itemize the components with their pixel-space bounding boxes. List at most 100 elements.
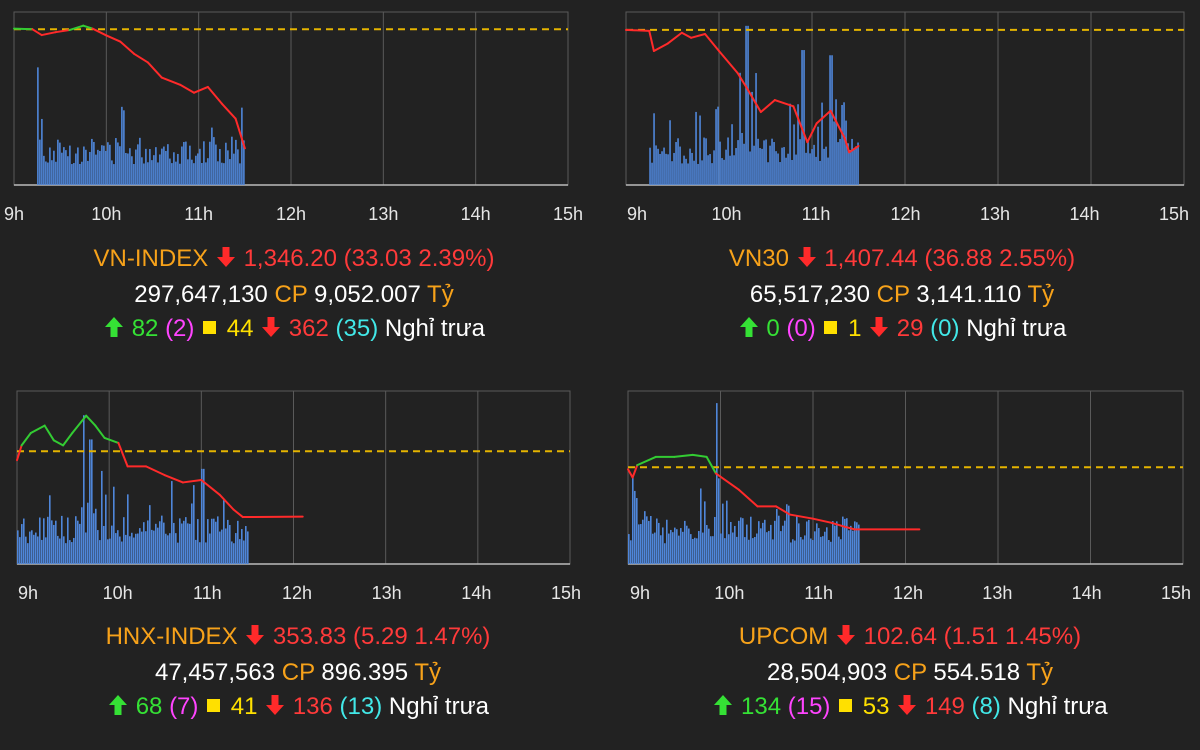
index-line-segment <box>68 24 85 32</box>
volume-bar <box>213 518 215 564</box>
x-tick-label: 15h <box>550 583 582 603</box>
advancers-count: 82 <box>131 315 159 342</box>
volume-bar <box>181 523 183 564</box>
index-line-segment <box>234 117 246 150</box>
index-change: (36.88 2.55%) <box>924 245 1076 272</box>
floor-count: (13) <box>339 693 383 720</box>
volume-bar <box>219 149 221 185</box>
volume-bar <box>69 145 71 185</box>
volume-bar <box>679 146 681 185</box>
volume-bar <box>773 142 775 185</box>
volume-bar <box>247 531 249 564</box>
volume-bar <box>187 523 189 564</box>
volume-bar <box>653 113 655 185</box>
floor-count: (0) <box>930 315 960 342</box>
volume-bar <box>53 524 55 564</box>
volume-bar <box>219 531 221 564</box>
volume-bar <box>169 533 171 564</box>
volume-bar <box>57 139 59 185</box>
volume-bar <box>848 530 850 564</box>
volume-bar <box>852 530 854 564</box>
index-line-segment <box>91 27 108 37</box>
arrow-down-icon <box>835 622 857 656</box>
volume-bar <box>155 523 157 564</box>
volume-bar <box>159 521 161 564</box>
index-line-segment <box>666 31 683 45</box>
volume-bar <box>99 540 101 564</box>
volume-bar <box>765 139 767 185</box>
volume-bar <box>35 532 37 564</box>
volume-bar <box>95 508 97 564</box>
volume-bar <box>753 145 755 185</box>
volume-bar <box>103 525 105 564</box>
index-line-segment <box>775 505 791 516</box>
volume-bar <box>778 515 780 564</box>
volume-bar <box>191 159 193 185</box>
summary-upcom: UPCOM 102.64 (1.51 1.45%) 28,504,903 CP … <box>600 620 1200 726</box>
volume-bar <box>175 161 177 185</box>
panel-hnx-index: 9h 10h 11h 12h 13h 14h 15h HNX-INDEX 353.83 (5… <box>0 375 600 750</box>
volume-bar <box>165 533 167 564</box>
volume-bar <box>664 543 666 564</box>
index-line-segment <box>736 72 748 90</box>
volume-bar <box>169 158 171 185</box>
volume-bar <box>97 149 99 185</box>
volume-bar <box>87 160 89 185</box>
cp-label: CP <box>893 659 927 686</box>
volume-bar <box>787 153 789 185</box>
volume-bar <box>769 145 771 185</box>
volume-bar <box>203 468 205 564</box>
volume-bar <box>117 530 119 564</box>
volume-bar <box>113 164 115 185</box>
index-line-segment <box>31 28 43 37</box>
volume-bar <box>183 141 185 185</box>
volume-bar <box>724 538 726 564</box>
volume-bar <box>684 520 686 564</box>
volume-bar <box>749 151 751 185</box>
index-line-segment <box>773 99 795 108</box>
x-tick-label: 13h <box>368 204 399 224</box>
volume-bar <box>811 149 813 185</box>
volume-bar <box>171 163 173 185</box>
volume-bar <box>771 138 773 185</box>
index-line-segment <box>788 513 814 520</box>
volume-bar <box>89 151 91 185</box>
volume-bar <box>785 157 787 185</box>
volume-bar <box>133 537 135 564</box>
volume-bar <box>666 519 668 564</box>
volume-bar <box>233 543 235 564</box>
volume-bar <box>842 516 844 564</box>
volume-bar <box>816 523 818 564</box>
volume-bar <box>91 138 93 185</box>
index-change: (33.03 2.39%) <box>343 245 495 272</box>
volume-bar <box>75 516 77 564</box>
volume-bar <box>792 539 794 564</box>
volume-bar <box>692 538 694 564</box>
x-axis-vn30: 9h 10h 11h 12h 13h 14h 15h <box>600 204 1200 228</box>
index-line-segment <box>673 453 694 458</box>
volume-bar <box>846 518 848 564</box>
volume-bar <box>109 538 111 564</box>
volume-bar <box>179 518 181 564</box>
volume-bar <box>770 524 772 564</box>
volume-bar <box>731 124 733 185</box>
volume-bar <box>832 521 834 564</box>
volume-bar <box>719 141 721 185</box>
index-line-segment <box>792 105 809 144</box>
index-line-segment <box>193 85 209 94</box>
index-line-segment <box>119 40 136 55</box>
volume-bar <box>824 531 826 564</box>
volume-bar <box>791 159 793 185</box>
trade-volume: 297,647,130 <box>134 281 268 308</box>
volume-bar <box>67 156 69 185</box>
volume-bar <box>794 540 796 564</box>
volume-bar <box>229 525 231 564</box>
volume-bar <box>33 534 35 564</box>
cp-label: CP <box>876 281 910 308</box>
unit-label: Tỷ <box>1026 659 1054 686</box>
index-line-segment <box>206 85 223 105</box>
volume-bar <box>703 137 705 185</box>
x-tick-label: 11h <box>804 583 834 603</box>
volume-bar <box>237 520 239 564</box>
volume-bar <box>111 160 113 185</box>
